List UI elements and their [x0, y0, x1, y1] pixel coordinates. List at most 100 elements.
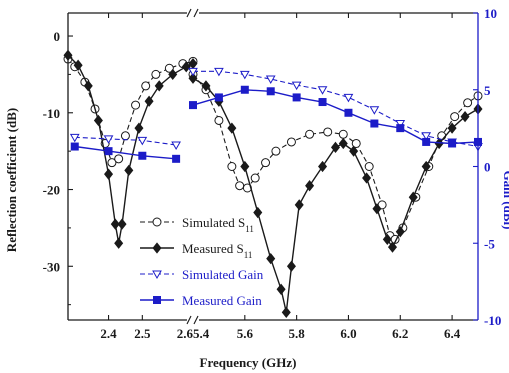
data-point	[344, 108, 353, 117]
data-point	[370, 119, 379, 128]
data-point	[227, 162, 237, 171]
x-tick-label: 2.5	[134, 326, 151, 341]
data-point	[188, 72, 198, 84]
x-tick-label: 2.4	[100, 326, 117, 341]
series-line	[74, 145, 177, 160]
data-point	[286, 137, 296, 147]
series-measured-gain	[70, 85, 482, 163]
y-tick-label-left: -30	[43, 259, 60, 274]
data-point	[266, 87, 275, 96]
data-point	[172, 154, 181, 163]
data-point	[168, 68, 178, 81]
y-tick-label-left: 0	[54, 29, 61, 44]
series-line	[193, 70, 479, 148]
data-point	[240, 160, 250, 173]
data-point	[104, 168, 114, 180]
data-point	[463, 98, 473, 108]
data-point	[138, 151, 147, 160]
data-point	[447, 122, 457, 134]
data-point	[153, 296, 161, 304]
data-point	[281, 306, 291, 318]
x-axis-label: Frequency (GHz)	[200, 355, 297, 370]
data-point	[171, 141, 181, 151]
legend: Simulated S11 Measured S11 Simulated Gain M…	[140, 215, 264, 308]
data-point	[120, 131, 130, 141]
data-point	[286, 260, 296, 272]
data-point	[152, 270, 162, 280]
data-point	[73, 59, 83, 71]
y-axis-label-left: Reflection coefficient (dB)	[4, 108, 19, 252]
data-point	[70, 142, 79, 151]
data-point	[305, 180, 315, 192]
axis-break-mark-top	[193, 8, 199, 18]
data-point	[318, 160, 328, 173]
legend-label: Simulated S11	[182, 215, 254, 234]
axis-break-mark-bottom	[193, 315, 199, 325]
series-layer	[63, 49, 483, 318]
data-point	[214, 115, 224, 125]
data-point	[434, 137, 444, 150]
x-tick-label: 6.4	[444, 326, 461, 341]
data-point	[152, 217, 162, 227]
y-tick-label-right: 5	[484, 83, 491, 98]
axis-break-mark-top	[186, 8, 192, 18]
data-point	[134, 122, 144, 134]
y-tick-label-right: 10	[484, 6, 497, 21]
data-point	[227, 122, 237, 134]
data-point	[110, 218, 120, 230]
legend-item: Simulated S11	[140, 215, 254, 234]
axis-break-gap-top	[187, 10, 199, 16]
data-point	[338, 129, 348, 139]
data-point	[422, 137, 431, 146]
data-point	[137, 136, 148, 146]
data-point	[396, 124, 405, 133]
x-tick-label-break: 2.65.4	[177, 326, 210, 341]
data-point	[152, 242, 162, 254]
data-point	[124, 164, 134, 176]
data-point	[151, 69, 161, 79]
y-tick-label-left: -10	[43, 106, 60, 121]
data-point	[181, 61, 191, 73]
data-point	[323, 127, 333, 137]
legend-item: Measured Gain	[140, 293, 262, 308]
data-point	[338, 137, 348, 150]
series-simulated-gain	[69, 67, 483, 152]
data-point	[369, 106, 380, 115]
series-measured-s11	[63, 49, 483, 318]
data-point	[214, 67, 224, 77]
y-tick-label-right: 0	[484, 160, 491, 175]
data-point	[408, 191, 418, 203]
series-line	[74, 136, 177, 146]
y-tick-label-right: -10	[484, 313, 501, 328]
series-line	[192, 89, 479, 145]
data-point	[460, 110, 470, 123]
data-point	[448, 139, 457, 148]
series-simulated-s11	[63, 54, 483, 244]
data-point	[364, 162, 374, 171]
data-point	[250, 173, 260, 183]
legend-label: Measured Gain	[182, 293, 262, 308]
data-point	[349, 145, 359, 157]
y-axis-label-right: Gain (dBi)	[501, 171, 509, 230]
data-point	[330, 141, 341, 153]
data-point	[114, 154, 124, 164]
axis-break-gap-bottom	[187, 317, 199, 323]
x-tick-label: 5.6	[237, 326, 254, 341]
data-point	[188, 67, 198, 77]
axes-layer: 0 -10 -20 -30 10 5 0 -5 -10 2.4 2.5 5.6 5.8 6.0 6.2 6.4…	[43, 6, 502, 341]
data-point	[239, 70, 250, 80]
data-point	[235, 181, 245, 191]
data-point	[93, 114, 103, 127]
data-point	[387, 241, 398, 253]
data-point	[189, 101, 197, 110]
data-point	[276, 283, 286, 295]
data-point	[266, 252, 276, 265]
data-point	[201, 80, 211, 92]
data-point	[395, 226, 405, 238]
data-point	[343, 93, 354, 103]
data-point	[271, 146, 281, 156]
data-point	[291, 81, 302, 91]
data-point	[103, 135, 114, 144]
data-point	[292, 93, 301, 102]
